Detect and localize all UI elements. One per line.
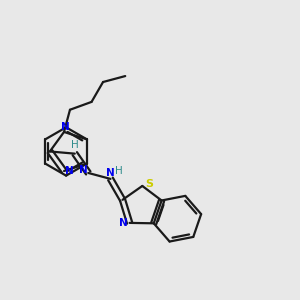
Text: S: S: [145, 178, 153, 189]
Text: N: N: [119, 218, 128, 228]
Text: N: N: [61, 122, 69, 132]
Text: N: N: [79, 165, 87, 175]
Text: N: N: [106, 168, 115, 178]
Text: H: H: [71, 140, 79, 150]
Text: N: N: [65, 166, 74, 176]
Text: H: H: [115, 166, 123, 176]
